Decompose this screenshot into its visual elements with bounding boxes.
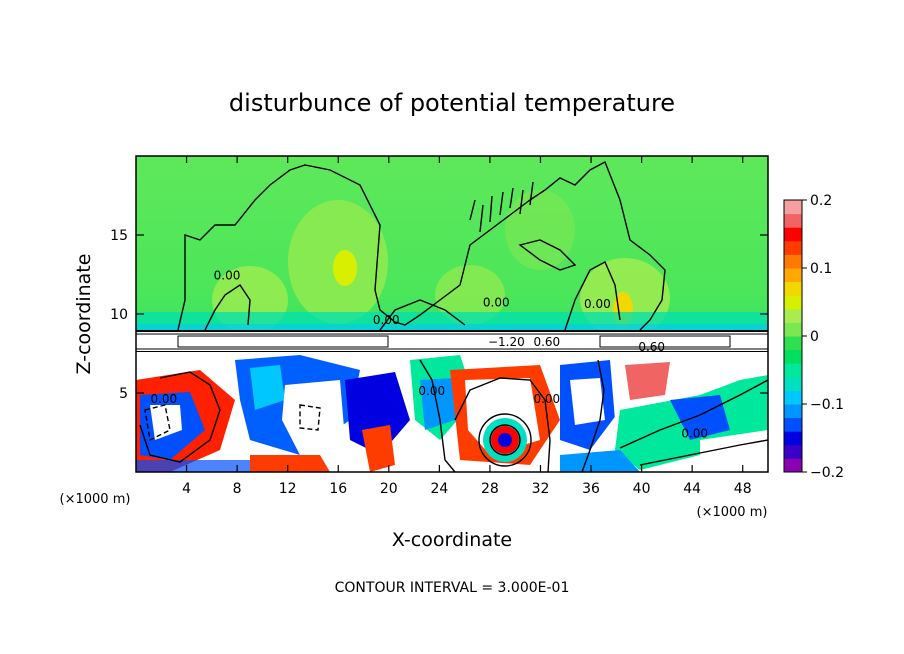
colorbar-swatch — [784, 281, 802, 296]
colorbar-tick-label: 0 — [810, 329, 819, 345]
lower-blob — [570, 378, 605, 425]
x-tick-label: 40 — [633, 481, 651, 497]
x-tick-label: 12 — [279, 481, 297, 497]
interface-box — [177, 335, 389, 348]
contour-line — [619, 379, 768, 449]
contour-label: 0.00 — [681, 427, 708, 441]
x-unit-label-left: (×1000 m) — [60, 492, 131, 507]
upper-anomaly — [435, 265, 505, 325]
contour-line — [478, 413, 532, 467]
contour-interval-note: CONTOUR INTERVAL = 3.000E-01 — [335, 580, 570, 596]
x-tick-label: 4 — [182, 481, 191, 497]
contour-line — [299, 404, 321, 431]
contour-line — [454, 377, 551, 472]
contour-line — [518, 239, 577, 271]
contour-label: −1.20 — [488, 335, 525, 349]
colorbar-swatch — [784, 254, 802, 269]
colorbar-swatch — [784, 240, 802, 255]
contour-line — [139, 371, 221, 463]
x-tick-label: 44 — [683, 481, 701, 497]
colorbar-tick-label: 0.1 — [810, 261, 832, 277]
upper-anomaly — [505, 190, 575, 270]
lower-blob — [250, 365, 285, 410]
lower-blob — [625, 362, 670, 400]
lower-blob — [362, 425, 395, 472]
contour-label: 0.00 — [418, 384, 445, 398]
contour-line — [469, 181, 534, 233]
y-axis-ticks: 5 10 15 — [110, 228, 768, 402]
colorbar-swatch — [784, 336, 802, 351]
lower-blob — [700, 430, 768, 472]
x-tick-label: 28 — [481, 481, 499, 497]
contour-line — [379, 299, 466, 331]
colorbar-tick-label: 0.2 — [810, 193, 832, 209]
lower-blob — [282, 380, 345, 455]
x-tick-label: 8 — [233, 481, 242, 497]
contour-labels: 0.00 0.00 0.00 0.00 −1.20 0.60 0.60 0.00 0.00 0.0… — [150, 269, 708, 441]
contour-label: 0.00 — [584, 297, 611, 311]
contour-line — [581, 359, 605, 472]
contour-label: 0.00 — [373, 313, 400, 327]
colorbar-swatch — [784, 295, 802, 310]
contour-label: 0.60 — [533, 335, 560, 349]
colorbar-swatch — [784, 376, 802, 391]
x-axis-title: X-coordinate — [392, 529, 512, 551]
x-tick-label: 48 — [734, 481, 752, 497]
interface-box — [599, 335, 731, 348]
colorbar-swatch — [784, 308, 802, 323]
plot-area: 0.00 0.00 0.00 0.00 −1.20 0.60 0.60 0.00 0.00 0.0… — [136, 156, 768, 472]
y-tick-label: 15 — [110, 228, 128, 244]
lower-blob — [250, 455, 330, 472]
x-unit-label-right: (×1000 m) — [697, 505, 768, 520]
contour-line — [639, 439, 768, 466]
lower-blob — [560, 450, 640, 472]
colorbar-tick-label: −0.1 — [810, 397, 844, 413]
y-tick-label: 10 — [110, 307, 128, 323]
lower-vortex — [498, 433, 512, 447]
contour-line — [177, 161, 666, 331]
contour-line — [564, 261, 621, 331]
contour-lines — [139, 161, 768, 472]
x-tick-label: 20 — [380, 481, 398, 497]
colorbar-swatch — [784, 444, 802, 459]
colorbar-swatch — [784, 431, 802, 446]
contour-label: 0.00 — [150, 392, 177, 406]
lower-blob — [150, 405, 182, 440]
lower-field — [136, 352, 768, 472]
y-tick-label: 5 — [119, 386, 128, 402]
upper-anomaly — [333, 250, 357, 286]
y-axis-title: Z-coordinate — [73, 254, 95, 375]
colorbar-swatch — [784, 363, 802, 378]
x-axis-ticks: 4 8 12 16 20 24 28 32 36 40 44 48 — [182, 156, 752, 497]
contour-label: 0.00 — [483, 296, 510, 310]
colorbar-swatch — [784, 268, 802, 283]
colorbar-swatch — [784, 349, 802, 364]
x-tick-label: 36 — [582, 481, 600, 497]
colorbar-swatch — [784, 404, 802, 419]
colorbar-swatch — [784, 213, 802, 228]
colorbar-swatch — [784, 322, 802, 337]
colorbar-tick-label: −0.2 — [810, 465, 844, 481]
contour-line — [204, 284, 251, 331]
colorbar-swatch — [784, 417, 802, 432]
colorbar-swatch — [784, 200, 802, 215]
lower-blob — [670, 395, 730, 440]
x-tick-label: 24 — [430, 481, 448, 497]
x-tick-label: 32 — [532, 481, 550, 497]
lower-blob — [136, 460, 250, 472]
colorbar: 0.2 0.1 0 −0.1 −0.2 — [783, 193, 844, 481]
chart-title: disturbunce of potential temperature — [229, 89, 675, 117]
contour-label: 0.60 — [638, 340, 665, 354]
contour-line — [489, 424, 521, 456]
colorbar-swatch — [784, 458, 802, 473]
colorbar-swatch — [784, 390, 802, 405]
contour-label: 0.00 — [533, 392, 560, 406]
x-tick-label: 16 — [329, 481, 347, 497]
lower-blob — [345, 372, 410, 455]
contour-line — [419, 359, 456, 472]
interface-cyan-band — [136, 324, 768, 332]
contour-label: 0.00 — [214, 269, 241, 283]
colorbar-swatch — [784, 227, 802, 242]
